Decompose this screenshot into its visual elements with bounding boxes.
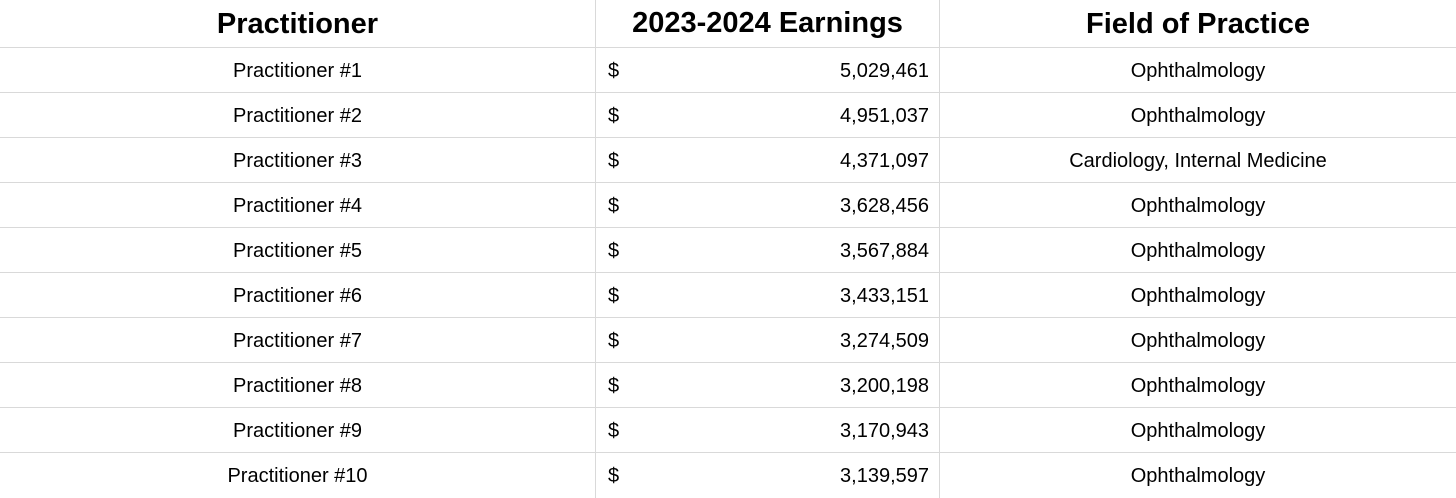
field-of-practice-cell: Ophthalmology	[1130, 59, 1266, 82]
practitioner-cell: Practitioner #3	[0, 138, 596, 182]
currency-symbol: $	[608, 419, 620, 442]
earnings-cell: $3,567,884	[596, 228, 940, 272]
earnings-amount: 3,170,943	[840, 419, 929, 442]
table-row: Practitioner #6 $3,433,151 Ophthalmology	[0, 273, 1456, 318]
table-row: Practitioner #10 $3,139,597 Ophthalmology	[0, 453, 1456, 498]
earnings-amount: 4,951,037	[840, 104, 929, 127]
field-of-practice-cell: Ophthalmology	[1130, 284, 1266, 307]
earnings-amount: 3,139,597	[840, 465, 929, 487]
earnings-cell: $3,200,198	[596, 363, 940, 407]
earnings-amount: 3,628,456	[840, 194, 929, 217]
earnings-cell: $3,274,509	[596, 318, 940, 362]
currency-symbol: $	[608, 59, 620, 82]
field-of-practice-cell: Ophthalmology	[1130, 239, 1266, 262]
earnings-amount: 3,433,151	[840, 284, 929, 307]
earnings-cell: $3,139,597	[596, 453, 940, 498]
field-of-practice-cell: Ophthalmology	[1130, 419, 1266, 442]
currency-symbol: $	[608, 149, 620, 172]
earnings-cell: $4,951,037	[596, 93, 940, 137]
currency-symbol: $	[608, 194, 620, 217]
earnings-cell: $5,029,461	[596, 48, 940, 92]
table-row: Practitioner #9 $3,170,943 Ophthalmology	[0, 408, 1456, 453]
currency-symbol: $	[608, 104, 620, 127]
field-of-practice-cell: Ophthalmology	[1130, 465, 1266, 487]
practitioner-cell: Practitioner #9	[0, 408, 596, 452]
practitioner-cell: Practitioner #2	[0, 93, 596, 137]
table-header-row: Practitioner 2023-2024 Earnings Field of…	[0, 0, 1456, 48]
table-row: Practitioner #4 $3,628,456 Ophthalmology	[0, 183, 1456, 228]
header-field-of-practice: Field of Practice	[1085, 8, 1310, 40]
currency-symbol: $	[608, 329, 620, 352]
earnings-amount: 4,371,097	[840, 149, 929, 172]
earnings-amount: 3,567,884	[840, 239, 929, 262]
field-of-practice-cell: Cardiology, Internal Medicine	[1069, 149, 1327, 172]
practitioner-cell: Practitioner #8	[0, 363, 596, 407]
table-row: Practitioner #1 $5,029,461 Ophthalmology	[0, 48, 1456, 93]
currency-symbol: $	[608, 374, 620, 397]
table-row: Practitioner #2 $4,951,037 Ophthalmology	[0, 93, 1456, 138]
earnings-amount: 3,274,509	[840, 329, 929, 352]
practitioner-cell: Practitioner #5	[0, 228, 596, 272]
practitioner-cell: Practitioner #4	[0, 183, 596, 227]
earnings-amount: 5,029,461	[840, 59, 929, 82]
currency-symbol: $	[608, 239, 620, 262]
field-of-practice-cell: Ophthalmology	[1130, 329, 1266, 352]
currency-symbol: $	[608, 284, 620, 307]
earnings-cell: $3,433,151	[596, 273, 940, 317]
earnings-amount: 3,200,198	[840, 374, 929, 397]
table-row: Practitioner #7 $3,274,509 Ophthalmology	[0, 318, 1456, 363]
field-of-practice-cell: Ophthalmology	[1130, 374, 1266, 397]
practitioner-cell: Practitioner #10	[0, 453, 596, 498]
table-row: Practitioner #5 $3,567,884 Ophthalmology	[0, 228, 1456, 273]
table-row: Practitioner #3 $4,371,097 Cardiology, Int…	[0, 138, 1456, 183]
field-of-practice-cell: Ophthalmology	[1130, 104, 1266, 127]
earnings-cell: $3,170,943	[596, 408, 940, 452]
table-row: Practitioner #8 $3,200,198 Ophthalmology	[0, 363, 1456, 408]
header-practitioner: Practitioner	[0, 0, 596, 47]
earnings-cell: $4,371,097	[596, 138, 940, 182]
field-of-practice-cell: Ophthalmology	[1130, 194, 1266, 217]
practitioner-cell: Practitioner #6	[0, 273, 596, 317]
currency-symbol: $	[608, 465, 620, 487]
earnings-cell: $3,628,456	[596, 183, 940, 227]
practitioner-cell: Practitioner #1	[0, 48, 596, 92]
header-earnings: 2023-2024 Earnings	[596, 0, 940, 47]
practitioner-cell: Practitioner #7	[0, 318, 596, 362]
